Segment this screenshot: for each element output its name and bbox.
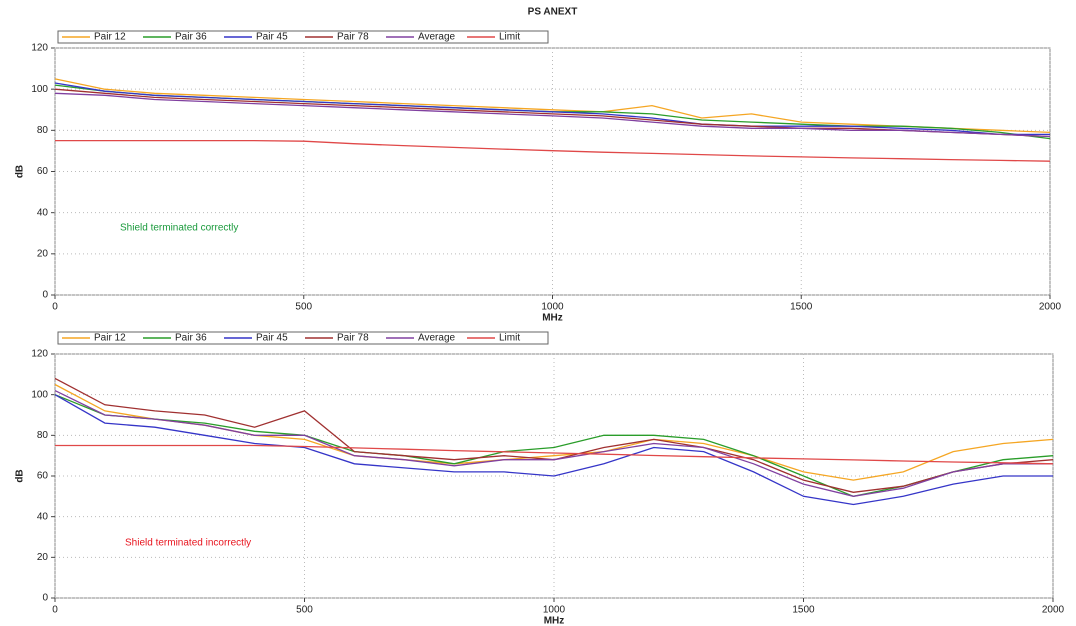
x-tick-label: 1500	[792, 605, 815, 616]
y-tick-label: 120	[31, 43, 48, 54]
legend-label: Limit	[499, 333, 520, 344]
y-tick-label: 0	[42, 290, 48, 301]
legend-label: Pair 45	[256, 333, 288, 344]
x-tick-label: 1000	[541, 302, 564, 313]
x-tick-label: 500	[295, 302, 312, 313]
legend-label: Pair 12	[94, 333, 126, 344]
legend-label: Limit	[499, 32, 520, 43]
x-tick-label: 1500	[790, 302, 813, 313]
series-line	[54, 82, 1050, 136]
series-line	[55, 444, 1054, 465]
x-tick-label: 2000	[1042, 605, 1065, 616]
annotation: Shield terminated incorrectly	[125, 538, 251, 549]
y-tick-label: 40	[37, 207, 49, 218]
legend-label: Average	[418, 32, 456, 43]
y-axis-label: dB	[15, 165, 26, 178]
series-line	[54, 78, 1051, 134]
y-tick-label: 40	[37, 511, 49, 522]
legend-label: Pair 78	[337, 32, 369, 43]
y-tick-label: 60	[37, 166, 49, 177]
y-tick-label: 100	[31, 389, 48, 400]
y-tick-label: 60	[37, 471, 49, 482]
y-tick-label: 80	[37, 430, 49, 441]
y-tick-label: 0	[42, 593, 48, 604]
y-tick-label: 20	[37, 552, 49, 563]
legend-label: Pair 78	[337, 333, 369, 344]
series-line	[54, 394, 1053, 506]
x-axis-label: MHz	[542, 313, 563, 324]
x-tick-label: 1000	[543, 605, 566, 616]
chart-title: PS ANEXT	[528, 7, 578, 18]
legend-label: Average	[418, 333, 456, 344]
series-line	[54, 390, 1053, 497]
y-tick-label: 120	[31, 349, 48, 360]
series-line	[54, 92, 1051, 138]
legend-box	[57, 331, 549, 345]
y-tick-label: 20	[37, 248, 49, 259]
annotation: Shield terminated correctly	[120, 223, 238, 234]
legend-label: Pair 36	[175, 333, 207, 344]
x-axis-label: MHz	[544, 616, 565, 626]
legend-label: Pair 45	[256, 32, 288, 43]
plot-area	[54, 47, 1051, 296]
x-tick-label: 500	[296, 605, 313, 616]
series-line	[55, 139, 1051, 162]
series-line	[54, 394, 1054, 497]
x-tick-label: 0	[52, 302, 58, 313]
legend-label: Pair 36	[175, 32, 207, 43]
y-tick-label: 100	[31, 84, 48, 95]
y-tick-label: 80	[37, 125, 49, 136]
series-line	[54, 88, 1051, 138]
legend-label: Pair 12	[94, 32, 126, 43]
x-tick-label: 2000	[1039, 302, 1062, 313]
legend-box	[57, 30, 549, 44]
y-axis-label: dB	[15, 469, 26, 482]
x-tick-label: 0	[52, 605, 58, 616]
